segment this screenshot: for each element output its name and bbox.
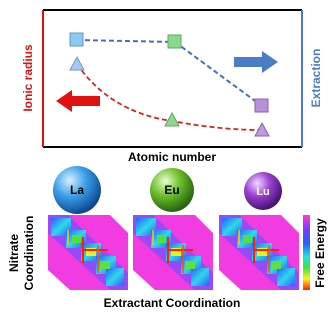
triangle-marker <box>165 113 179 126</box>
square-marker <box>168 35 181 48</box>
extraction-trend <box>77 40 175 42</box>
x-axis-label: Atomic number <box>128 150 216 164</box>
extraction-trend <box>175 42 262 106</box>
heatmap <box>219 215 299 290</box>
element-label: Lu <box>256 186 269 198</box>
figure: Ionic radius Extraction Atomic number La… <box>0 0 329 315</box>
colorbar <box>303 215 310 290</box>
heatmap <box>133 215 213 290</box>
y-label-line: Coordination <box>22 216 36 291</box>
element-label: La <box>70 183 84 197</box>
y-label-line: Nitrate <box>7 234 21 272</box>
square-marker <box>70 33 83 46</box>
triangle-marker <box>70 57 84 70</box>
element-label: Eu <box>164 183 179 197</box>
extraction-label: Extraction <box>309 49 323 108</box>
x-label: Extractant Coordination <box>104 296 241 310</box>
left-arrow <box>56 90 100 112</box>
right-arrow <box>234 51 278 73</box>
heatmap <box>48 215 128 290</box>
colorbar-label: Free Energy <box>313 218 327 288</box>
triangle-marker <box>255 123 269 136</box>
square-marker <box>255 99 268 112</box>
ionic-radius-label: Ionic radius <box>21 44 35 112</box>
